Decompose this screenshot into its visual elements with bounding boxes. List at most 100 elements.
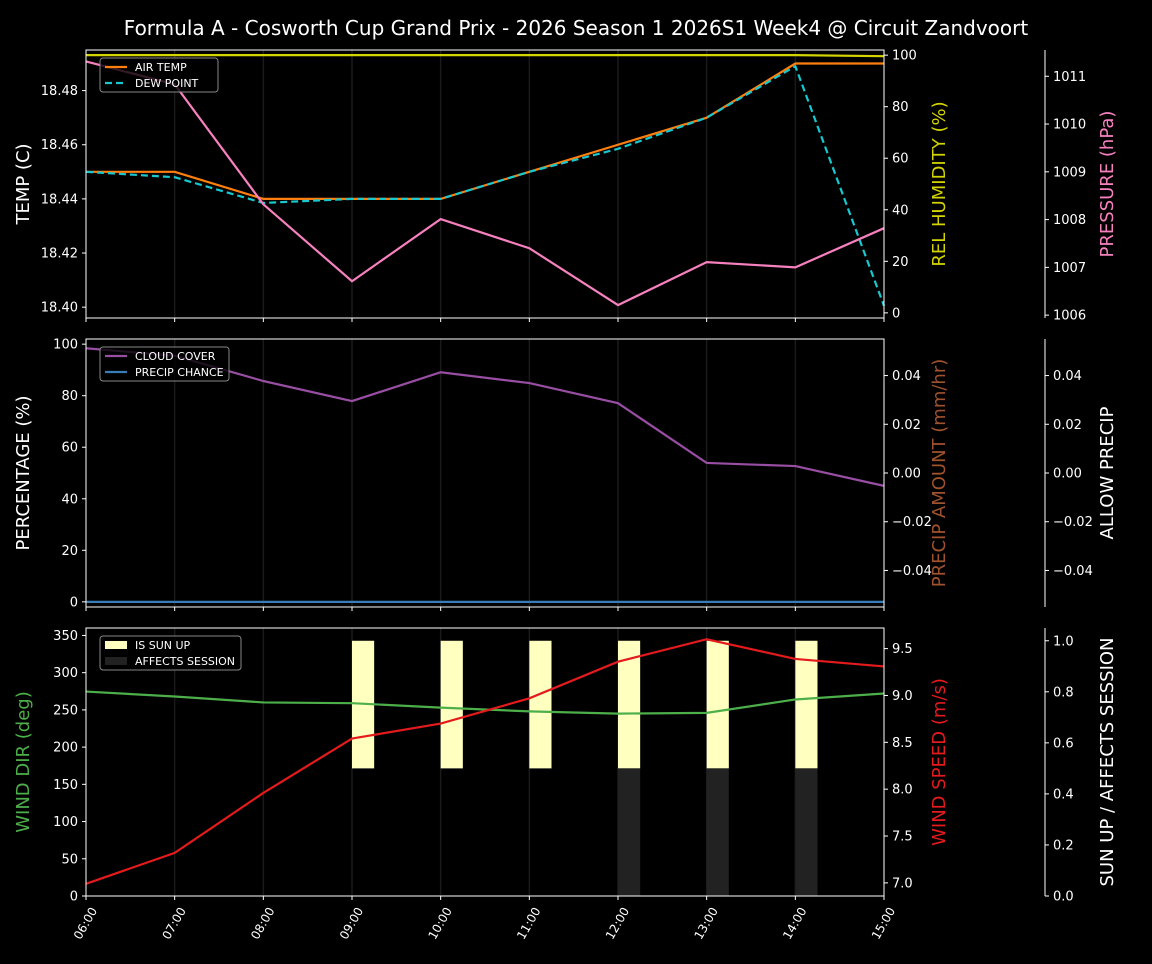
y-tick-label: 0.02 xyxy=(1053,418,1082,433)
legend-swatch xyxy=(105,657,127,665)
axis-label: TEMP (C) xyxy=(13,143,34,225)
y-tick-label: 1008 xyxy=(1053,213,1086,228)
bar-is-sun-up xyxy=(706,640,729,769)
bar-is-sun-up xyxy=(529,640,552,769)
bar-affects-session xyxy=(706,768,729,896)
y-tick-label: 60 xyxy=(61,441,78,456)
axis-label: WIND DIR (deg) xyxy=(13,691,34,833)
x-tick-label: 10:00 xyxy=(425,905,454,942)
legend-label: DEW POINT xyxy=(135,77,199,90)
y-tick-label: 250 xyxy=(53,703,78,718)
legend-box xyxy=(99,57,219,93)
y-tick-label: 100 xyxy=(53,815,78,830)
series-line-p0-s2 xyxy=(86,54,885,58)
y-tick-label: 8.0 xyxy=(892,783,913,798)
series-line-air-temp xyxy=(86,62,884,200)
y-tick-label: 0 xyxy=(892,306,900,321)
axis-label: SUN UP / AFFECTS SESSION xyxy=(1097,637,1118,886)
y-tick-label: 1006 xyxy=(1053,309,1086,324)
y-tick-label: 0.02 xyxy=(892,418,921,433)
y-tick-label: −0.02 xyxy=(1053,515,1093,530)
legend-label: IS SUN UP xyxy=(135,639,191,652)
y-tick-label: 18.44 xyxy=(41,192,78,207)
y-tick-label: 0.04 xyxy=(892,369,921,384)
y-tick-label: 0.0 xyxy=(1053,890,1074,905)
y-tick-label: 350 xyxy=(53,629,78,644)
y-tick-label: −0.02 xyxy=(892,515,932,530)
y-tick-label: −0.04 xyxy=(1053,564,1093,579)
series-line-p0-s3 xyxy=(85,60,885,307)
y-tick-label: 150 xyxy=(53,778,78,793)
y-tick-label: 1011 xyxy=(1053,70,1086,85)
y-tick-label: 1010 xyxy=(1053,118,1086,133)
y-tick-label: 0.6 xyxy=(1053,736,1074,751)
y-tick-label: 0 xyxy=(70,890,78,905)
axis-label: PRECIP AMOUNT (mm/hr) xyxy=(929,359,950,588)
chart-title: Formula A - Cosworth Cup Grand Prix - 20… xyxy=(124,16,1029,40)
y-tick-label: 40 xyxy=(61,492,78,507)
axis-label: WIND SPEED (m/s) xyxy=(929,678,950,846)
y-tick-label: 200 xyxy=(53,741,78,756)
x-tick-label: 08:00 xyxy=(248,905,277,942)
series-line-dew-point xyxy=(85,64,886,307)
y-tick-label: 50 xyxy=(61,852,78,867)
axis-label: REL HUMIDITY (%) xyxy=(929,101,950,266)
x-tick-label: 06:00 xyxy=(71,905,100,942)
x-tick-label: 15:00 xyxy=(869,905,898,942)
y-tick-label: 18.48 xyxy=(41,84,78,99)
y-tick-label: 0.04 xyxy=(1053,369,1082,384)
axis-label: ALLOW PRECIP xyxy=(1097,406,1118,539)
bar-is-sun-up xyxy=(795,640,818,769)
y-tick-label: 300 xyxy=(53,666,78,681)
legend-box xyxy=(99,346,230,382)
legend-label: AIR TEMP xyxy=(135,61,187,74)
y-tick-label: 1007 xyxy=(1053,261,1086,276)
bar-is-sun-up xyxy=(440,640,463,769)
y-tick-label: 0.2 xyxy=(1053,838,1074,853)
y-tick-label: 1009 xyxy=(1053,165,1086,180)
x-tick-label: 07:00 xyxy=(159,905,188,942)
plot-frame xyxy=(85,49,885,319)
plot-frame xyxy=(85,627,885,897)
x-tick-label: 14:00 xyxy=(780,905,809,942)
y-tick-label: 9.0 xyxy=(892,689,913,704)
y-tick-label: 20 xyxy=(892,255,909,270)
legend-swatch xyxy=(105,641,127,649)
legend-label: CLOUD COVER xyxy=(135,350,216,363)
y-tick-label: 7.0 xyxy=(892,876,913,891)
y-tick-label: 0.4 xyxy=(1053,787,1074,802)
y-tick-label: 1.0 xyxy=(1053,634,1074,649)
y-tick-label: 9.5 xyxy=(892,642,913,657)
y-tick-label: 7.5 xyxy=(892,830,913,845)
y-tick-label: 18.46 xyxy=(41,138,78,153)
y-tick-label: 60 xyxy=(892,152,909,167)
x-tick-label: 09:00 xyxy=(337,905,366,942)
bar-is-sun-up xyxy=(618,640,641,769)
axis-label: PERCENTAGE (%) xyxy=(13,395,34,550)
x-tick-label: 11:00 xyxy=(514,905,543,942)
y-tick-label: 8.5 xyxy=(892,736,913,751)
y-tick-label: 20 xyxy=(61,544,78,559)
y-tick-label: 0.00 xyxy=(1053,467,1082,482)
x-tick-label: 12:00 xyxy=(603,905,632,942)
y-tick-label: 100 xyxy=(892,49,917,64)
y-tick-label: 0 xyxy=(70,595,78,610)
axis-label: PRESSURE (hPa) xyxy=(1097,111,1118,258)
legend-box xyxy=(99,635,242,671)
y-tick-label: 0.8 xyxy=(1053,685,1074,700)
y-tick-label: 100 xyxy=(53,338,78,353)
legend-label: AFFECTS SESSION xyxy=(135,655,235,668)
y-tick-label: 80 xyxy=(61,389,78,404)
x-tick-label: 13:00 xyxy=(691,905,720,942)
legend-label: PRECIP CHANCE xyxy=(135,366,224,379)
bar-affects-session xyxy=(618,768,641,896)
series-line-p2-s0 xyxy=(85,690,885,715)
y-tick-label: 80 xyxy=(892,100,909,115)
bar-affects-session xyxy=(795,768,818,896)
y-tick-label: 40 xyxy=(892,203,909,218)
series-line-p2-s1 xyxy=(85,638,885,885)
y-tick-label: −0.04 xyxy=(892,564,932,579)
y-tick-label: 0.00 xyxy=(892,467,921,482)
y-tick-label: 18.42 xyxy=(41,247,78,262)
